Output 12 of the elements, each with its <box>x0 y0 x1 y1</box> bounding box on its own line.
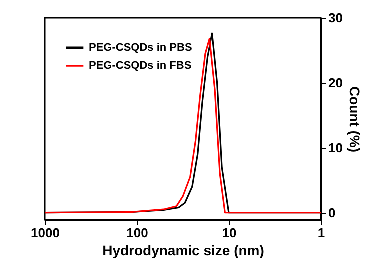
y-axis-title: Count (%) <box>346 86 363 153</box>
y-tick-label: 20 <box>328 75 343 90</box>
x-tick-label: 1000 <box>31 226 60 240</box>
legend-label: PEG-CSQDs in FBS <box>89 60 192 72</box>
y-tick-label: 30 <box>328 10 343 26</box>
x-tick-label: 100 <box>126 226 148 240</box>
x-axis-title: Hydrodynamic size (nm) <box>102 242 264 258</box>
y-tick-label: 0 <box>328 205 336 220</box>
y-tick-label: 10 <box>328 140 343 156</box>
x-tick-label: 10 <box>222 226 237 240</box>
x-tick-label: 1 <box>318 226 326 240</box>
legend-label: PEG-CSQDs in PBS <box>89 42 192 54</box>
